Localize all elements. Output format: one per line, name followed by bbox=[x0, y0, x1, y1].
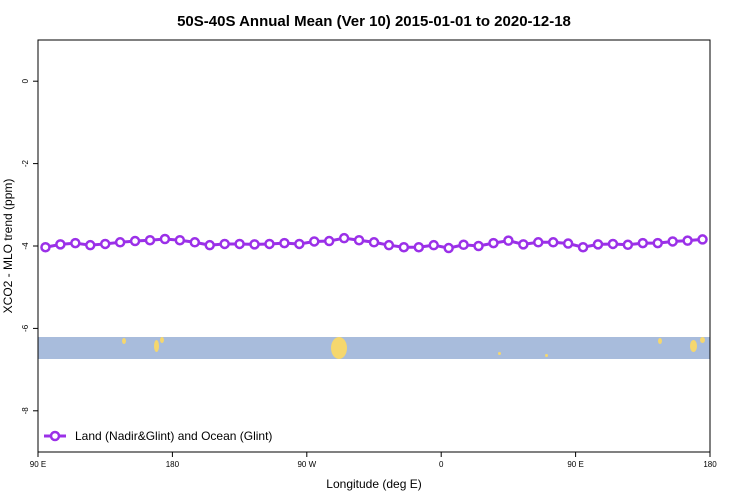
data-point bbox=[114, 237, 126, 248]
data-point bbox=[249, 239, 260, 250]
data-point bbox=[55, 239, 66, 250]
data-point bbox=[413, 241, 425, 253]
map-ocean bbox=[38, 337, 710, 359]
map-land bbox=[122, 338, 126, 344]
data-point bbox=[652, 237, 663, 249]
y-tick-label: 0 bbox=[21, 78, 30, 83]
x-tick-label: 90 E bbox=[30, 460, 46, 469]
data-point bbox=[368, 237, 380, 248]
data-point bbox=[353, 234, 365, 246]
x-tick-label: 0 bbox=[439, 460, 444, 469]
map-land bbox=[690, 340, 697, 352]
map-land bbox=[160, 337, 164, 343]
data-point bbox=[129, 235, 141, 247]
x-tick-label: 90 W bbox=[297, 460, 316, 469]
data-point bbox=[488, 237, 499, 249]
data-point bbox=[682, 235, 693, 246]
y-axis-label: XCO2 - MLO trend (ppm) bbox=[1, 179, 15, 314]
data-point bbox=[174, 234, 186, 246]
x-tick-label: 90 E bbox=[567, 460, 583, 469]
data-point bbox=[309, 236, 320, 247]
data-point bbox=[518, 239, 529, 250]
map-land bbox=[154, 340, 159, 352]
chart-title: 50S-40S Annual Mean (Ver 10) 2015-01-01 … bbox=[177, 13, 571, 30]
data-point bbox=[204, 239, 215, 251]
data-point bbox=[428, 239, 439, 251]
map-land bbox=[498, 352, 501, 355]
data-point bbox=[70, 237, 81, 249]
x-tick-label: 180 bbox=[703, 460, 717, 469]
data-point bbox=[592, 239, 604, 250]
data-point bbox=[503, 235, 514, 246]
data-point bbox=[144, 234, 156, 246]
map-land bbox=[331, 337, 347, 359]
data-point bbox=[577, 241, 589, 253]
legend-label: Land (Nadir&Glint) and Ocean (Glint) bbox=[75, 429, 272, 443]
data-point bbox=[443, 242, 454, 254]
y-tick-label: -2 bbox=[21, 159, 30, 167]
x-axis-label: Longitude (deg E) bbox=[326, 477, 421, 491]
data-point bbox=[279, 237, 290, 249]
data-point bbox=[398, 241, 410, 253]
data-point bbox=[85, 239, 96, 251]
data-point bbox=[189, 237, 201, 248]
map-land bbox=[700, 337, 705, 343]
data-point bbox=[264, 238, 275, 250]
map-land bbox=[658, 338, 662, 344]
data-point bbox=[667, 236, 678, 247]
data-point bbox=[323, 235, 335, 247]
data-point bbox=[637, 237, 649, 249]
y-tick-label: -8 bbox=[21, 407, 30, 415]
data-point bbox=[562, 238, 574, 249]
data-point bbox=[697, 234, 708, 245]
data-point bbox=[547, 237, 559, 248]
data-point bbox=[622, 239, 634, 251]
data-point bbox=[294, 238, 305, 250]
legend-marker bbox=[49, 430, 61, 442]
x-tick-label: 180 bbox=[166, 460, 180, 469]
data-point bbox=[40, 241, 51, 253]
data-point bbox=[383, 239, 395, 251]
data-point bbox=[234, 238, 245, 250]
data-point bbox=[533, 237, 544, 248]
y-tick-label: -6 bbox=[21, 324, 30, 332]
map-land bbox=[545, 354, 548, 357]
data-point bbox=[607, 238, 619, 250]
data-point bbox=[458, 239, 469, 251]
data-point bbox=[99, 238, 111, 250]
data-point bbox=[338, 232, 350, 244]
data-point bbox=[159, 233, 171, 245]
data-point bbox=[473, 240, 484, 252]
data-point bbox=[219, 238, 230, 250]
y-tick-label: -4 bbox=[21, 242, 30, 250]
